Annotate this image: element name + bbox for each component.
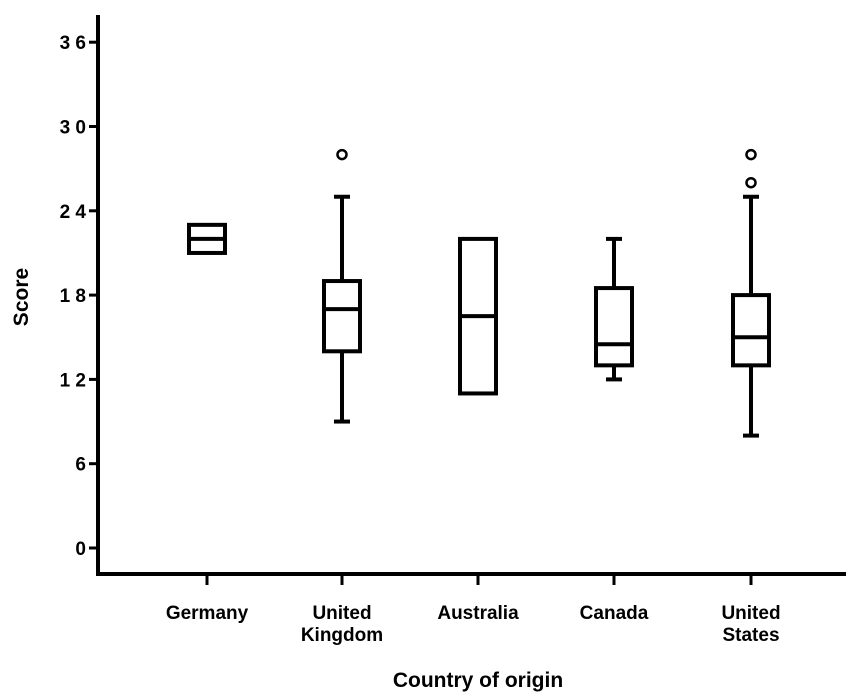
x-category-label: United (312, 603, 371, 624)
box-group (187, 222, 227, 255)
y-tick-label: 1 2 (60, 370, 86, 391)
outlier-point (745, 176, 757, 189)
box-group (322, 148, 362, 424)
box (322, 279, 362, 354)
y-axis-ticks: 0 6 1 2 1 8 2 4 3 0 3 6 (60, 33, 98, 560)
x-category-label: Kingdom (301, 625, 383, 646)
x-category-label: Australia (437, 603, 519, 624)
box-group (731, 148, 771, 438)
y-tick-label: 1 8 (60, 286, 86, 307)
boxes (187, 148, 771, 438)
x-category-label: Canada (580, 603, 649, 624)
box (594, 286, 634, 368)
outlier-point (745, 148, 757, 161)
x-category-label: United (721, 603, 780, 624)
box (731, 293, 771, 368)
y-tick-label: 3 6 (60, 33, 86, 54)
box-group (458, 236, 498, 396)
x-category-label: Germany (166, 603, 249, 624)
box-group (594, 236, 634, 382)
y-tick-label: 2 4 (60, 202, 87, 223)
y-tick-label: 3 0 (60, 118, 86, 139)
y-axis-title: Score (10, 268, 33, 326)
x-axis-title: Country of origin (393, 669, 563, 692)
outlier-point (336, 148, 348, 161)
y-tick-label: 6 (75, 455, 86, 476)
y-tick-label: 0 (75, 539, 86, 560)
x-category-label: States (722, 625, 779, 646)
